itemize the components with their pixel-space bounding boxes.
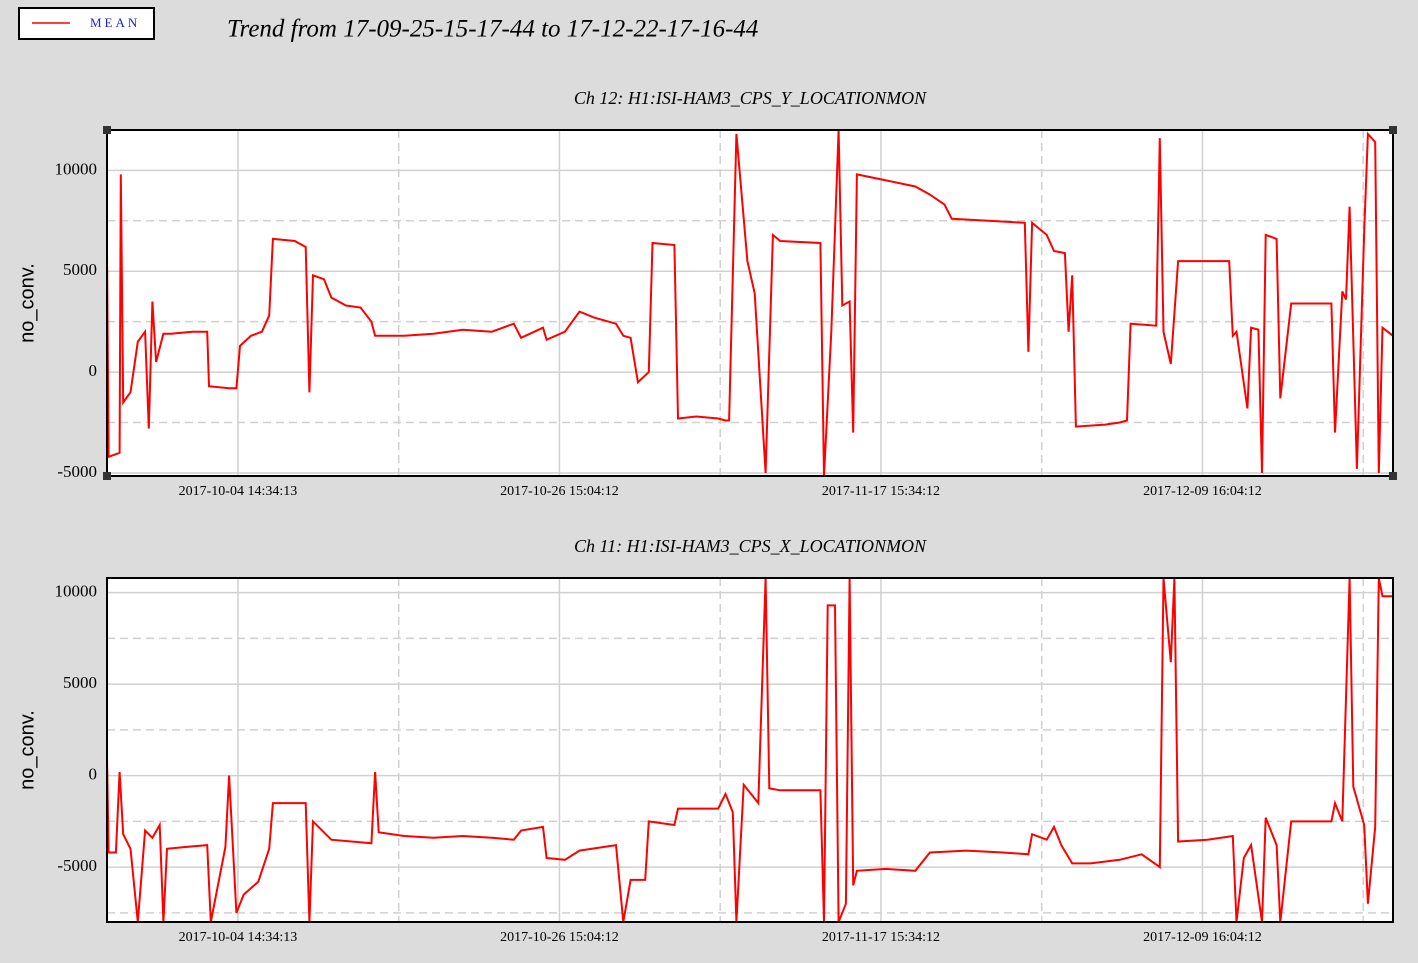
chart-title: Ch 12: H1:ISI-HAM3_CPS_Y_LOCATIONMON — [574, 88, 927, 108]
x-tick-label: 2017-11-17 15:34:12 — [822, 484, 940, 499]
chart-panel: Ch 11: H1:ISI-HAM3_CPS_X_LOCATIONMON no_c… — [16, 536, 1394, 945]
y-axis-label: no_conv. — [16, 710, 38, 790]
x-tick-label: 2017-10-04 14:34:13 — [179, 484, 298, 499]
x-tick-label: 2017-10-04 14:34:13 — [179, 930, 298, 945]
page-title: Trend from 17-09-25-15-17-44 to 17-12-22… — [227, 16, 758, 43]
y-tick-label: 0 — [89, 361, 98, 380]
plot-area — [107, 130, 1393, 476]
y-axis-label: no_conv. — [16, 263, 38, 343]
x-tick-label: 2017-11-17 15:34:12 — [822, 930, 940, 945]
y-tick-label: 0 — [89, 765, 98, 784]
chart-panel: Ch 12: H1:ISI-HAM3_CPS_Y_LOCATIONMON no_c… — [16, 88, 1397, 499]
chart-title: Ch 11: H1:ISI-HAM3_CPS_X_LOCATIONMON — [574, 536, 927, 556]
y-tick-label: 10000 — [55, 159, 98, 178]
plot-border — [106, 129, 1394, 477]
x-tick-label: 2017-12-09 16:04:12 — [1143, 930, 1262, 945]
selection-handle — [1389, 472, 1397, 480]
plot-area — [107, 578, 1393, 922]
y-tick-label: 5000 — [63, 673, 97, 692]
legend: MEAN — [18, 7, 155, 40]
y-tick-label: -5000 — [57, 462, 97, 481]
y-tick-label: -5000 — [57, 856, 97, 875]
selection-handle — [103, 126, 111, 134]
data-line — [107, 578, 1393, 922]
legend-label: MEAN — [90, 15, 140, 30]
selection-handle — [1389, 126, 1397, 134]
x-tick-label: 2017-12-09 16:04:12 — [1143, 484, 1262, 499]
y-tick-label: 5000 — [63, 260, 97, 279]
selection-handle — [103, 472, 111, 480]
data-line — [107, 130, 1393, 476]
x-tick-label: 2017-10-26 15:04:12 — [500, 930, 619, 945]
y-tick-label: 10000 — [55, 582, 98, 601]
plot-border — [106, 577, 1394, 923]
x-tick-label: 2017-10-26 15:04:12 — [500, 484, 619, 499]
